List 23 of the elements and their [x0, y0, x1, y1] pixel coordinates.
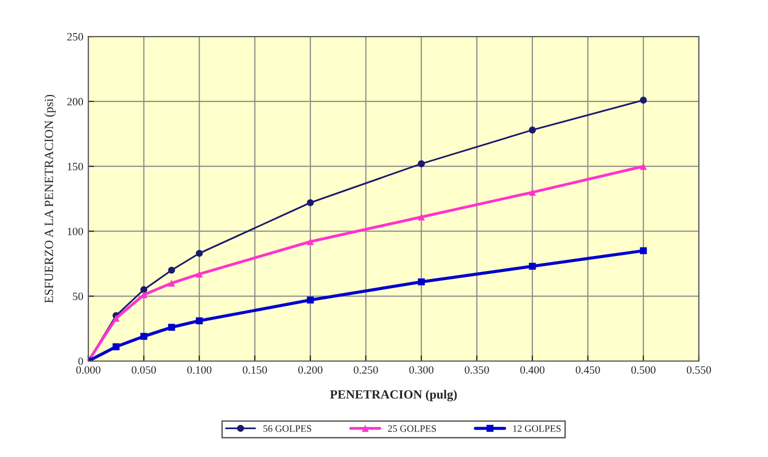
x-tick-label: 0.350	[464, 366, 489, 374]
x-tick-label: 0.000	[76, 366, 100, 374]
x-tick-label: 0.500	[631, 366, 656, 374]
y-tick-label: 0	[78, 357, 84, 365]
x-tick-label: 0.400	[520, 366, 544, 374]
y-tick-label: 150	[68, 162, 84, 170]
x-tick-label: 0.150	[242, 366, 267, 374]
y-tick-label: 100	[68, 228, 84, 236]
x-tick-label: 0.450	[576, 366, 600, 374]
y-tick-label: 200	[67, 98, 84, 106]
legend-label: 25 GOLPES	[388, 425, 436, 432]
x-tick-label: 0.050	[132, 366, 156, 374]
x-tick-label: 0.250	[354, 366, 378, 374]
x-tick-label: 0.200	[298, 366, 322, 374]
x-tick-label: 0.100	[187, 366, 212, 374]
y-tick-label: 50	[72, 292, 84, 300]
x-axis-title: PENETRACION (pulg)	[330, 390, 457, 402]
y-axis-title: ESFUERZO A LA PENETRACION (psi)	[44, 94, 56, 303]
y-tick-label: 250	[67, 33, 84, 41]
legend-label: 12 GOLPES	[513, 425, 561, 432]
legend-label: 56 GOLPES	[263, 425, 312, 432]
x-tick-label: 0.550	[686, 366, 711, 374]
x-tick-label: 0.300	[409, 366, 434, 374]
